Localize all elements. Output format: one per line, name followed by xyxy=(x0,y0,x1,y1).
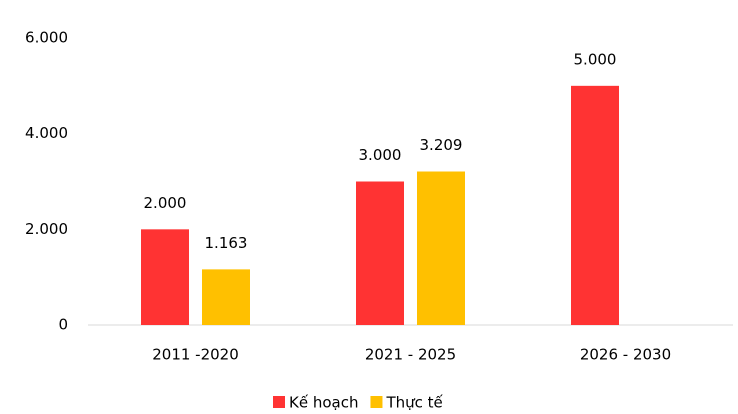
data-label: 5.000 xyxy=(574,50,617,68)
y-tick-label: 4.000 xyxy=(25,124,68,142)
bar xyxy=(141,229,189,325)
y-tick-label: 2.000 xyxy=(25,220,68,238)
legend-label: Thực tế xyxy=(385,394,443,412)
legend-label: Kế hoạch xyxy=(289,394,358,412)
bar xyxy=(417,171,465,325)
data-label: 3.209 xyxy=(420,136,463,154)
data-label: 3.000 xyxy=(359,146,402,164)
x-tick-label: 2026 - 2030 xyxy=(580,346,671,364)
y-tick-label: 6.000 xyxy=(25,29,68,47)
x-tick-label: 2021 - 2025 xyxy=(365,346,456,364)
bar xyxy=(356,181,404,325)
legend-swatch xyxy=(273,396,285,408)
legend-swatch xyxy=(370,396,383,408)
x-tick-label: 2011 -2020 xyxy=(152,346,239,364)
bar xyxy=(571,85,619,325)
data-label: 2.000 xyxy=(144,194,187,212)
y-tick-label: 0 xyxy=(58,316,68,334)
data-label: 1.163 xyxy=(205,234,248,252)
bar xyxy=(202,269,250,325)
